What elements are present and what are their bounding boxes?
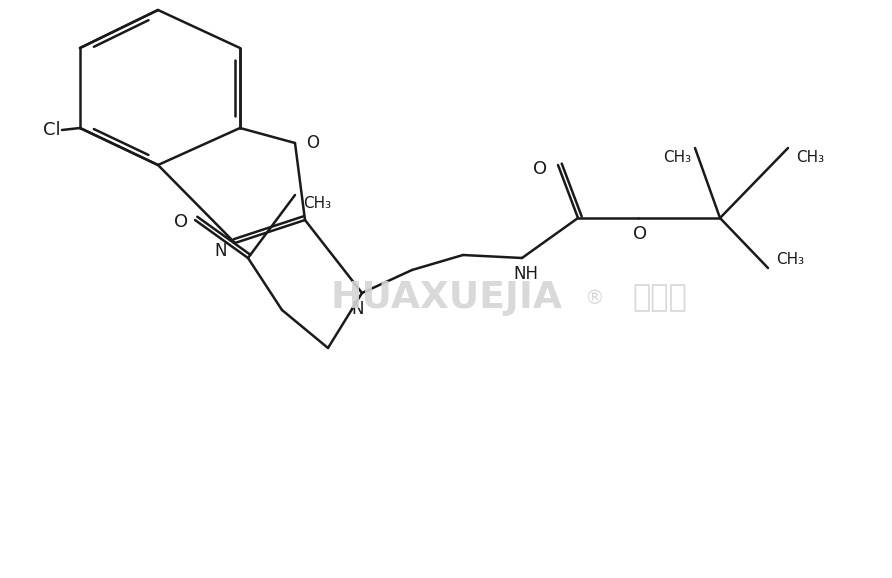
Text: HUAXUEJIA: HUAXUEJIA	[330, 280, 562, 316]
Text: N: N	[351, 300, 364, 318]
Text: N: N	[215, 242, 227, 260]
Text: CH₃: CH₃	[776, 253, 804, 268]
Text: NH: NH	[514, 265, 539, 283]
Text: O: O	[533, 160, 547, 178]
Text: O: O	[174, 213, 188, 231]
Text: O: O	[633, 225, 647, 243]
Text: CH₃: CH₃	[663, 150, 691, 165]
Text: ®: ®	[584, 288, 604, 307]
Text: 化学加: 化学加	[632, 283, 688, 313]
Text: CH₃: CH₃	[303, 195, 331, 210]
Text: CH₃: CH₃	[796, 150, 824, 165]
Text: Cl: Cl	[43, 121, 61, 139]
Text: O: O	[307, 134, 319, 152]
